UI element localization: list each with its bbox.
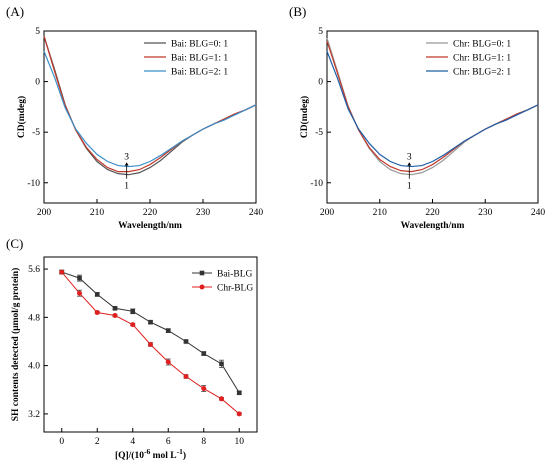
x-tick-label: 200 <box>37 208 52 218</box>
y-tick-label: 0 <box>318 78 323 88</box>
series-line-2 <box>326 40 539 173</box>
x-tick-label: 230 <box>478 208 493 218</box>
x-tick-label: 6 <box>166 437 171 447</box>
panel-c-label: (C) <box>6 236 23 251</box>
chart-panel-b: 200 210 220 230 240 5 0 -5 -10 Wavelength/nm CD(md… <box>299 27 545 231</box>
panel-b-label: (B) <box>289 4 306 19</box>
legend-label-3: Bai: BLG=2: 1 <box>171 68 228 78</box>
data-point-Chr-BLG <box>183 373 189 379</box>
x-tick-label: 240 <box>531 208 546 218</box>
x-axis-label: Wavelength/nm <box>118 221 182 231</box>
x-tick-label: 200 <box>320 208 335 218</box>
data-point-Bai-BLG <box>183 339 189 344</box>
y-tick-label: -10 <box>27 179 40 189</box>
annotation-top: 3 <box>124 153 129 163</box>
y-tick-label: 5.6 <box>28 265 40 275</box>
series-line-1 <box>61 271 240 394</box>
data-point-Bai-BLG <box>236 390 242 396</box>
x-tick-label: 220 <box>143 208 158 218</box>
y-tick-label: -5 <box>32 128 40 138</box>
data-point-Chr-BLG <box>219 396 224 402</box>
chart-panel-c: 0 2 4 6 8 10 5.6 4.8 4.0 3.2 [Q]/(10-6 mol L-1) SH … <box>10 256 258 461</box>
x-axis-label-part: ) <box>183 450 186 461</box>
legend-label-1: Bai-BLG <box>217 270 252 280</box>
x-tick-label: 0 <box>59 437 64 447</box>
y-tick-label: 5 <box>35 27 40 37</box>
legend-label-1: Bai: BLG=0: 1 <box>171 40 228 50</box>
x-tick-label: 8 <box>201 437 206 447</box>
data-point-Bai-BLG <box>148 319 153 325</box>
y-tick-label: -10 <box>310 179 323 189</box>
data-point-Bai-BLG <box>77 275 82 281</box>
annotation-bottom: 1 <box>124 182 129 192</box>
y-tick-label: 4.8 <box>28 313 40 323</box>
data-point-Chr-BLG <box>59 269 65 275</box>
series-line-3 <box>43 51 257 168</box>
x-tick-label: 4 <box>130 437 135 447</box>
data-point-Bai-BLG <box>130 309 136 314</box>
x-tick-label: 210 <box>373 208 388 218</box>
trend-arrow-head <box>407 162 412 166</box>
data-point-Bai-BLG <box>112 305 118 311</box>
data-point-Chr-BLG <box>77 290 82 296</box>
x-tick-label: 10 <box>235 437 245 447</box>
legend-marker-2 <box>199 284 205 290</box>
y-tick-label: 0 <box>35 78 40 88</box>
y-tick-label: 5 <box>318 27 323 37</box>
annotation-top: 3 <box>407 153 412 163</box>
y-axis-label: SH contents detected (μmol/g protein) <box>10 268 21 422</box>
data-point-Chr-BLG <box>148 342 153 347</box>
x-tick-label: 240 <box>249 208 264 218</box>
y-axis-label: CD(mdeg) <box>299 96 310 138</box>
legend-label-2: Chr: BLG=1: 1 <box>453 54 511 64</box>
series-line-2 <box>43 35 257 173</box>
x-axis-label-part: [Q]/(10 <box>115 450 144 461</box>
x-tick-label: 210 <box>90 208 105 218</box>
legend-label-3: Chr: BLG=2: 1 <box>453 68 511 78</box>
data-point-Chr-BLG <box>201 386 207 392</box>
x-tick-label: 2 <box>95 437 100 447</box>
plot-frame <box>43 256 258 433</box>
data-point-Bai-BLG <box>94 292 100 297</box>
data-point-Chr-BLG <box>130 322 136 328</box>
data-point-Chr-BLG <box>94 310 100 316</box>
x-axis-label: Wavelength/nm <box>401 221 465 231</box>
legend-label-2: Bai: BLG=1: 1 <box>171 54 228 64</box>
data-point-Bai-BLG <box>165 328 171 333</box>
x-axis-label-part: -6 <box>144 447 150 456</box>
chart-panel-a: 200 210 220 230 240 5 0 -5 -10 Wavelength/nm CD(md… <box>16 27 263 231</box>
y-axis-label: CD(mdeg) <box>16 96 27 138</box>
annotation-bottom: 1 <box>407 182 412 192</box>
x-tick-label: 230 <box>196 208 211 218</box>
x-axis-label-part: -1 <box>177 447 183 456</box>
trend-arrow-head <box>124 162 129 166</box>
data-point-Chr-BLG <box>236 411 242 417</box>
y-tick-label: -5 <box>315 128 323 138</box>
y-tick-label: 3.2 <box>28 410 40 420</box>
y-tick-label: 4.0 <box>28 362 40 372</box>
series-line-3 <box>326 51 539 168</box>
x-axis-label-part: mol L <box>150 451 176 461</box>
legend-label-2: Chr-BLG <box>217 284 253 294</box>
data-point-Chr-BLG <box>112 313 118 319</box>
data-point-Chr-BLG <box>165 359 171 365</box>
data-point-Bai-BLG <box>201 351 207 356</box>
x-tick-label: 220 <box>425 208 440 218</box>
legend-marker-1 <box>199 270 205 276</box>
x-axis-label: [Q]/(10-6 mol L-1) <box>115 447 186 461</box>
panel-a-label: (A) <box>6 4 24 19</box>
legend-label-1: Chr: BLG=0: 1 <box>453 40 511 50</box>
data-point-Bai-BLG <box>219 361 224 367</box>
